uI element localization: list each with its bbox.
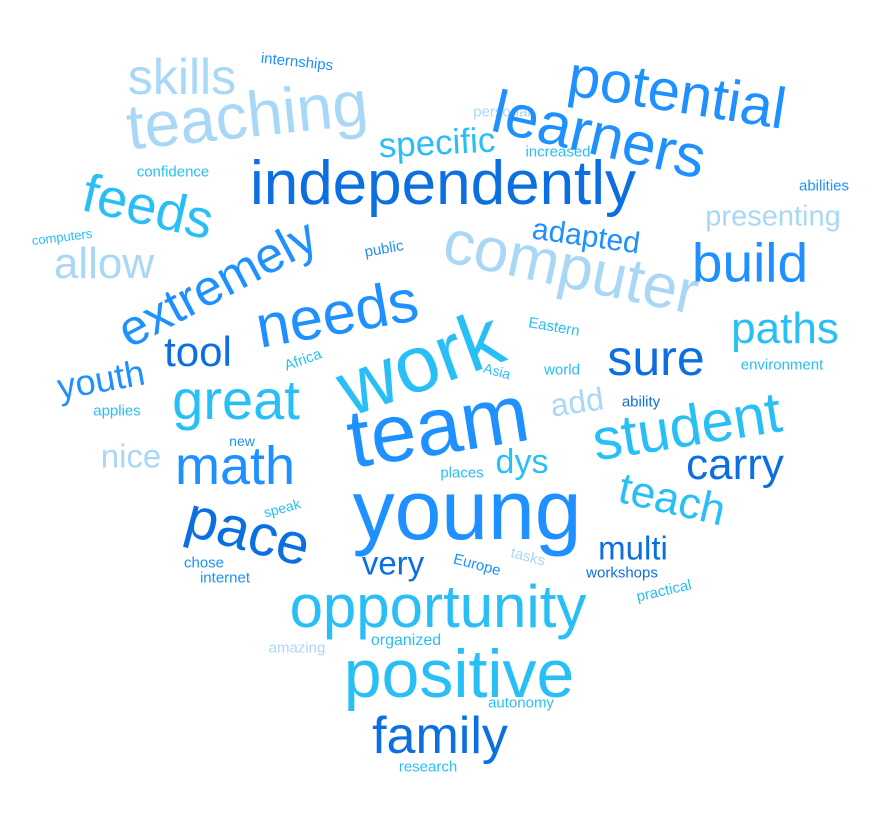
word: world: [544, 363, 580, 378]
word: great: [172, 372, 300, 428]
word: amazing: [269, 641, 326, 656]
word: independently: [250, 153, 636, 215]
word: opportunity: [290, 577, 587, 637]
word: youth: [55, 355, 148, 406]
word: workshops: [586, 566, 658, 581]
word: allow: [54, 242, 154, 286]
word: presenting: [705, 203, 840, 232]
word: chose: [184, 556, 224, 571]
word: multi: [598, 532, 668, 565]
word: applies: [93, 404, 141, 419]
word: family: [372, 710, 508, 762]
word: tool: [164, 331, 232, 373]
word: Eastern: [527, 315, 581, 339]
word: young: [353, 468, 582, 552]
word: research: [399, 760, 457, 775]
word: math: [175, 439, 295, 493]
word: internet: [200, 571, 250, 586]
word: public: [363, 238, 404, 260]
word: paths: [731, 307, 839, 351]
word: build: [692, 236, 808, 291]
word: environment: [741, 358, 824, 373]
word: nice: [101, 440, 162, 473]
word: sure: [607, 333, 704, 383]
word: abilities: [799, 179, 849, 194]
